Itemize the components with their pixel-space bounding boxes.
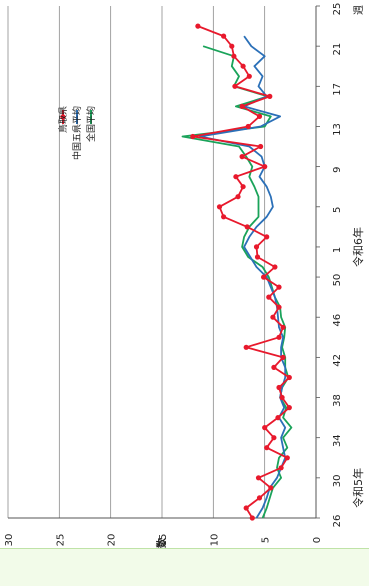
x-tick-label: 17 — [332, 83, 343, 96]
data-point — [286, 374, 292, 381]
legend-label: 全国平均 — [85, 106, 97, 142]
data-point — [221, 214, 227, 220]
data-point — [270, 314, 276, 320]
y-tick-label: 0 — [312, 537, 323, 543]
data-point — [272, 264, 278, 270]
data-point — [246, 73, 252, 79]
data-point — [264, 234, 270, 240]
data-point — [276, 284, 282, 290]
y-tick-label: 20 — [107, 534, 118, 547]
tick-labels: 0510152025302630343842465015913172125令和5… — [4, 3, 365, 547]
data-point — [286, 405, 292, 411]
axes — [8, 5, 320, 519]
data-point — [232, 83, 238, 89]
series-lines — [181, 23, 293, 521]
data-point — [254, 254, 261, 260]
data-point — [244, 224, 250, 230]
data-point — [235, 194, 241, 200]
x-tick-label: 25 — [332, 3, 343, 16]
data-point — [275, 415, 281, 421]
y-tick-label: 15 — [158, 534, 169, 547]
x-tick-label: 46 — [332, 314, 343, 327]
legend: 鳥取県 中国五県平均 全国平均 — [57, 106, 97, 160]
data-point — [239, 103, 245, 109]
x-tick-label: 42 — [332, 354, 343, 367]
data-point — [271, 364, 277, 370]
data-point — [258, 143, 264, 150]
x-tick-label: 1 — [332, 247, 343, 253]
x-tick-label: 21 — [332, 43, 343, 56]
series-line — [181, 45, 293, 519]
y-tick-label: 10 — [209, 534, 220, 547]
data-point — [284, 455, 290, 461]
data-point — [249, 515, 255, 521]
data-point — [240, 63, 246, 69]
x-tick-label: 34 — [332, 434, 343, 447]
y-tick-label: 5 — [261, 537, 272, 543]
data-point — [253, 244, 260, 250]
data-point — [233, 174, 239, 180]
data-point — [276, 304, 282, 310]
data-point — [266, 294, 272, 300]
y-tick-label: 30 — [4, 534, 15, 547]
data-point — [190, 133, 196, 140]
x-tick-label: 26 — [332, 515, 343, 528]
data-point — [278, 465, 284, 471]
data-point — [245, 123, 251, 130]
data-point — [216, 204, 223, 210]
data-point — [276, 384, 282, 391]
series-line — [199, 35, 287, 519]
data-point — [276, 334, 282, 340]
data-point — [255, 475, 262, 481]
data-point — [239, 154, 245, 160]
data-point — [261, 274, 267, 280]
x-tick-label: 30 — [332, 474, 343, 487]
x-tick-label: 5 — [332, 207, 343, 213]
data-point — [231, 53, 237, 59]
legend-label: 中国五県平均 — [71, 106, 83, 160]
data-point — [243, 505, 249, 511]
data-point — [267, 93, 273, 99]
data-point — [262, 164, 268, 170]
legend-marker — [60, 114, 66, 120]
data-point — [256, 113, 263, 119]
x-tick-label: 50 — [332, 274, 343, 287]
data-point — [280, 354, 286, 360]
gridlines — [7, 6, 266, 518]
legend-label: 鳥取県 — [57, 106, 69, 133]
bottom-band — [0, 548, 369, 586]
era-label: 令和6年 — [351, 227, 365, 267]
x-axis-label: 週 — [353, 5, 365, 15]
data-point — [268, 485, 274, 491]
data-point — [280, 324, 286, 330]
data-point — [271, 435, 277, 441]
series-line — [191, 25, 291, 519]
data-point — [240, 184, 246, 190]
data-point — [264, 445, 270, 451]
x-tick-label: 38 — [332, 394, 343, 407]
data-point — [221, 33, 227, 39]
data-point — [195, 23, 201, 29]
era-label: 令和5年 — [351, 468, 365, 508]
x-tick-label: 13 — [332, 123, 343, 136]
data-point — [279, 394, 285, 401]
x-tick-label: 9 — [332, 166, 343, 172]
y-tick-label: 25 — [55, 534, 66, 547]
data-point — [229, 43, 235, 49]
data-point — [262, 425, 268, 431]
data-point — [243, 344, 249, 350]
data-point — [256, 495, 263, 501]
